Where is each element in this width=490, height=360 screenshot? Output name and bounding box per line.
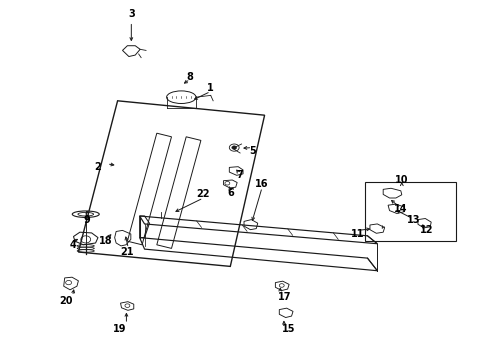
Text: 13: 13 — [407, 215, 421, 225]
Text: 18: 18 — [98, 236, 112, 246]
Text: 12: 12 — [419, 225, 433, 235]
Text: 22: 22 — [196, 189, 210, 199]
Text: 4: 4 — [69, 240, 76, 250]
Text: 7: 7 — [237, 170, 244, 180]
Text: 3: 3 — [128, 9, 135, 19]
Text: 6: 6 — [227, 188, 234, 198]
Text: 14: 14 — [394, 204, 408, 214]
Text: 1: 1 — [207, 83, 214, 93]
Text: 17: 17 — [277, 292, 291, 302]
Circle shape — [232, 146, 237, 149]
Bar — [365, 182, 456, 241]
Text: 9: 9 — [84, 215, 91, 225]
Text: 10: 10 — [395, 175, 409, 185]
Text: 19: 19 — [113, 324, 127, 334]
Text: 11: 11 — [351, 229, 365, 239]
Text: 2: 2 — [95, 162, 101, 172]
Text: 8: 8 — [187, 72, 194, 82]
Text: 15: 15 — [282, 324, 296, 334]
Text: 16: 16 — [255, 179, 269, 189]
Text: 5: 5 — [249, 146, 256, 156]
Text: 20: 20 — [59, 296, 73, 306]
Text: 21: 21 — [121, 247, 134, 257]
